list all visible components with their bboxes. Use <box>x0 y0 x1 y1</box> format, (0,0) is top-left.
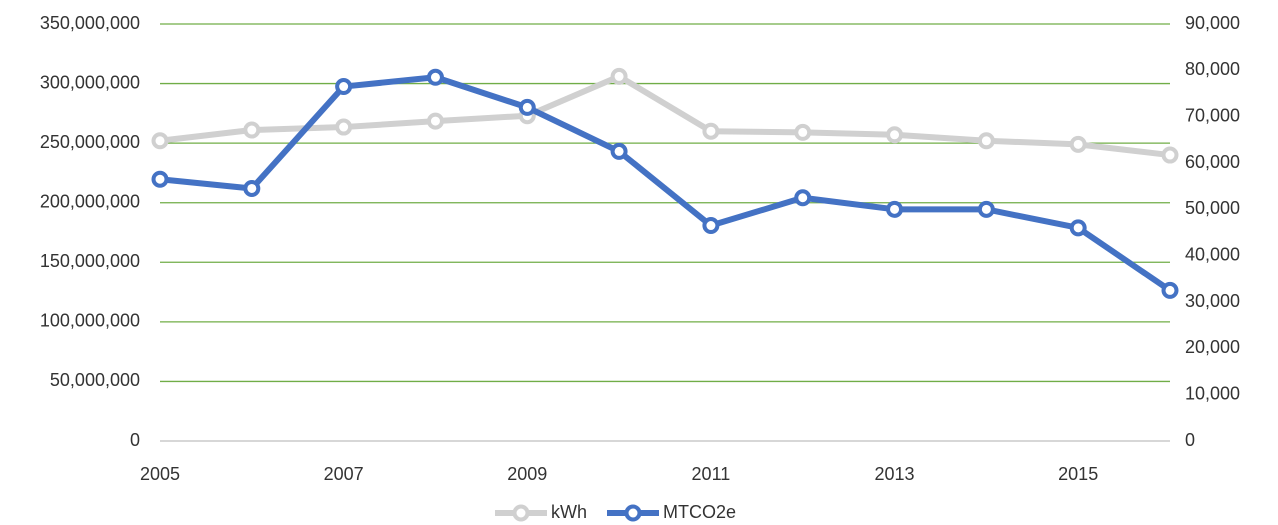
y2-tick-label: 90,000 <box>1185 13 1240 33</box>
y-tick-label: 100,000,000 <box>40 311 140 331</box>
legend-marker <box>624 504 642 522</box>
y2-tick-label: 50,000 <box>1185 198 1240 218</box>
y2-tick-label: 10,000 <box>1185 383 1240 403</box>
point-marker <box>794 189 812 207</box>
y-tick-label: 50,000,000 <box>50 370 140 390</box>
x-tick-label: 2015 <box>1058 464 1098 484</box>
y2-tick-label: 0 <box>1185 430 1195 450</box>
point-marker <box>426 68 444 86</box>
y2-tick-label: 60,000 <box>1185 152 1240 172</box>
point-marker <box>702 217 720 235</box>
x-tick-label: 2011 <box>692 464 731 484</box>
point-marker <box>518 98 536 116</box>
point-marker <box>886 126 904 144</box>
point-marker <box>977 200 995 218</box>
point-marker <box>702 122 720 140</box>
point-marker <box>1161 281 1179 299</box>
x-tick-label: 2005 <box>140 464 180 484</box>
point-marker <box>886 200 904 218</box>
legend-label: kWh <box>551 502 587 522</box>
point-marker <box>794 123 812 141</box>
point-marker <box>426 112 444 130</box>
x-tick-label: 2007 <box>324 464 364 484</box>
point-marker <box>1069 219 1087 237</box>
point-marker <box>243 121 261 139</box>
series-line <box>159 73 1171 159</box>
point-marker <box>977 132 995 150</box>
point-marker <box>335 78 353 96</box>
point-marker <box>151 170 169 188</box>
y-tick-label: 150,000,000 <box>40 251 140 271</box>
y-tick-label: 250,000,000 <box>40 132 140 152</box>
y2-tick-label: 40,000 <box>1185 244 1240 264</box>
legend-label: MTCO2e <box>663 502 736 522</box>
point-marker <box>1069 135 1087 153</box>
y2-tick-label: 30,000 <box>1185 291 1240 311</box>
point-marker <box>1161 146 1179 164</box>
y2-tick-label: 70,000 <box>1185 105 1240 125</box>
point-marker <box>610 142 628 160</box>
y-tick-label: 200,000,000 <box>40 191 140 211</box>
y-tick-label: 300,000,000 <box>40 72 140 92</box>
y-tick-label: 0 <box>130 430 140 450</box>
x-tick-label: 2013 <box>875 464 915 484</box>
legend-marker <box>512 504 530 522</box>
point-marker <box>335 118 353 136</box>
y-tick-label: 350,000,000 <box>40 13 140 33</box>
y2-tick-label: 20,000 <box>1185 337 1240 357</box>
point-marker <box>243 179 261 197</box>
point-marker <box>151 132 169 150</box>
x-tick-label: 2009 <box>507 464 547 484</box>
point-marker <box>610 67 628 85</box>
series-line <box>159 74 1172 293</box>
y2-tick-label: 80,000 <box>1185 59 1240 79</box>
